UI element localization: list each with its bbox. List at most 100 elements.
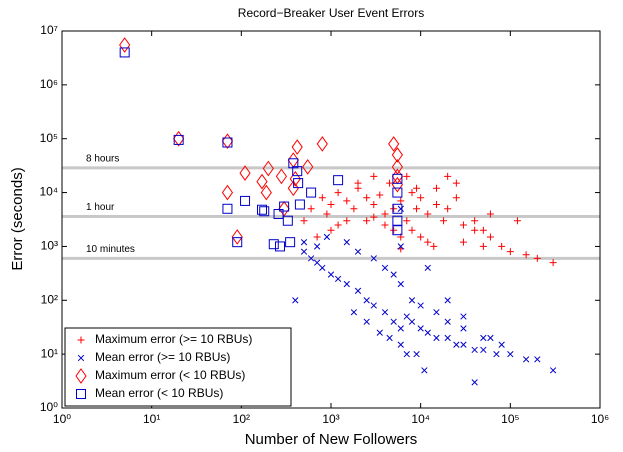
x-tick-label: 10⁵ [501, 412, 519, 426]
mean-error-point [522, 356, 530, 363]
max-error-point [334, 221, 342, 229]
mean-error-point [397, 280, 404, 288]
mean-error-point [222, 137, 233, 148]
legend-marker [77, 336, 85, 344]
mean-error-point [354, 287, 362, 294]
mean-error-point [275, 241, 286, 252]
mean-error-point [313, 243, 321, 250]
mean-error-point [306, 187, 317, 198]
max-error-point [479, 226, 487, 234]
max-error-point [327, 201, 335, 209]
mean-error-point [487, 334, 494, 342]
mean-error-point [381, 309, 389, 316]
max-error-point [386, 179, 394, 187]
mean-error-point [285, 237, 296, 248]
mean-error-point [333, 175, 344, 186]
max-error-point [444, 172, 452, 180]
max-error-point [350, 205, 358, 213]
max-error-point [390, 226, 398, 234]
max-error-point [231, 229, 243, 245]
mean-error-point [119, 47, 130, 58]
x-tick-label: 10³ [322, 412, 339, 426]
mean-error-point [268, 239, 279, 250]
max-error-point [354, 179, 362, 187]
max-error-point [260, 184, 272, 201]
max-error-point [363, 217, 371, 225]
mean-error-point [408, 297, 416, 304]
mean-error-point [350, 309, 358, 316]
legend-label: Mean error (>= 10 RBUs) [95, 350, 230, 364]
mean-error-point [433, 334, 440, 342]
mean-error-point [424, 329, 431, 336]
max-error-point [403, 217, 411, 225]
x-tick-label: 10⁰ [53, 412, 71, 426]
mean-error-point [397, 243, 404, 250]
mean-error-point [363, 297, 370, 304]
max-error-point [390, 205, 398, 213]
y-tick-label: 10⁵ [40, 131, 58, 145]
max-error-point [239, 165, 251, 181]
max-error-point [173, 130, 185, 147]
legend-marker [75, 368, 87, 384]
max-error-point [408, 189, 416, 197]
max-error-point [408, 226, 416, 234]
max-error-point [513, 217, 521, 225]
x-tick-label: 10⁶ [591, 412, 609, 426]
legend-label: Mean error (< 10 RBUs) [95, 386, 223, 400]
max-error-point [327, 226, 335, 234]
y-tick-label: 10⁶ [40, 77, 58, 91]
max-error-point [413, 184, 421, 192]
max-error-point [370, 213, 378, 221]
mean-error-point [293, 178, 304, 189]
max-error-point [413, 205, 421, 213]
chart-title: Record−Breaker User Event Errors [238, 6, 424, 20]
max-error-point [417, 233, 425, 241]
max-error-point [459, 221, 467, 229]
y-tick-label: 10⁷ [40, 23, 58, 37]
mean-error-point [323, 233, 331, 241]
mean-error-point [444, 334, 451, 342]
max-error-point [334, 189, 342, 197]
mean-error-point [471, 379, 478, 386]
mean-error-point [534, 356, 541, 363]
max-error-point [300, 217, 308, 225]
max-error-point [119, 37, 131, 53]
mean-error-point [498, 341, 505, 348]
max-error-point [381, 210, 389, 218]
mean-error-point [460, 341, 467, 348]
mean-error-point [392, 225, 403, 236]
max-error-point [381, 221, 389, 229]
mean-error-point [307, 255, 315, 262]
max-error-point [533, 254, 541, 262]
legend-box [64, 327, 292, 407]
max-error-point [549, 259, 557, 267]
mean-error-point [392, 203, 403, 214]
max-error-point [278, 200, 290, 217]
max-error-point [486, 210, 494, 218]
x-tick-label: 10⁴ [411, 412, 430, 426]
max-error-point [370, 201, 378, 209]
max-error-point [397, 197, 405, 205]
mean-error-point [273, 209, 284, 220]
mean-error-point [354, 248, 362, 255]
max-error-point [486, 233, 494, 241]
mean-error-point [397, 325, 404, 332]
max-error-point [287, 152, 299, 169]
max-error-point [432, 201, 440, 209]
max-error-point [313, 233, 321, 241]
max-error-point [459, 238, 467, 246]
mean-error-point [390, 318, 397, 325]
max-error-point [403, 172, 411, 180]
max-error-point [452, 194, 460, 202]
max-error-point [391, 147, 404, 163]
mean-error-point [282, 215, 293, 226]
max-error-point [444, 205, 452, 213]
mean-error-point [390, 271, 397, 278]
max-error-point [430, 242, 438, 250]
max-error-point [289, 170, 301, 187]
max-error-point [316, 136, 328, 152]
mean-error-point [292, 166, 303, 177]
max-error-point [302, 159, 314, 175]
mean-error-point [444, 297, 451, 304]
mean-error-point [397, 341, 404, 348]
